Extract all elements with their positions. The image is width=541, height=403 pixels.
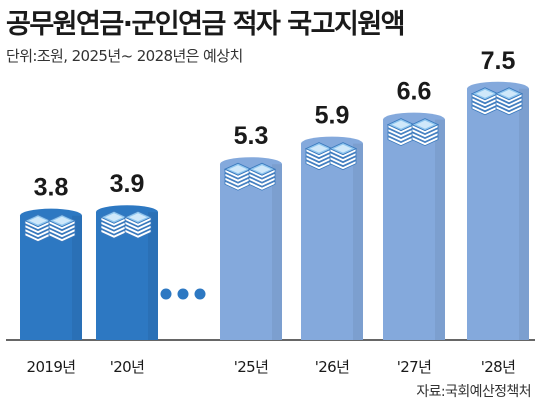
bar-value-label: 3.8 [34, 174, 69, 202]
chart-subtitle: 단위:조원, 2025년~ 2028년은 예상치 [6, 47, 243, 65]
bar-group [467, 81, 529, 340]
bar-group [301, 136, 363, 340]
bar-value-label: 3.9 [110, 170, 145, 198]
bar [301, 143, 363, 340]
x-tick-label: '28년 [481, 358, 516, 376]
chart-source: 자료:국회예산정책처 [416, 384, 531, 400]
bar-group [383, 112, 445, 341]
bar-value-label: 6.6 [397, 78, 432, 106]
bar-group [96, 205, 158, 340]
bar-value-label: 5.3 [234, 122, 269, 150]
x-tick-label: '20년 [110, 358, 145, 376]
bar-value-label: 7.5 [481, 47, 516, 75]
bar-value-label: 5.9 [315, 102, 350, 130]
axis-break-dots [160, 288, 206, 300]
x-tick-label: 2019년 [27, 358, 76, 376]
bar-group [220, 157, 282, 340]
bar [467, 88, 529, 340]
x-tick-label: '25년 [234, 358, 269, 376]
chart-title: 공무원연금·군인연금 적자 국고지원액 [6, 9, 406, 40]
bar [383, 119, 445, 341]
bar [220, 164, 282, 340]
x-tick-label: '27년 [397, 358, 432, 376]
x-tick-label: '26년 [315, 358, 350, 376]
bar-group [20, 208, 82, 340]
